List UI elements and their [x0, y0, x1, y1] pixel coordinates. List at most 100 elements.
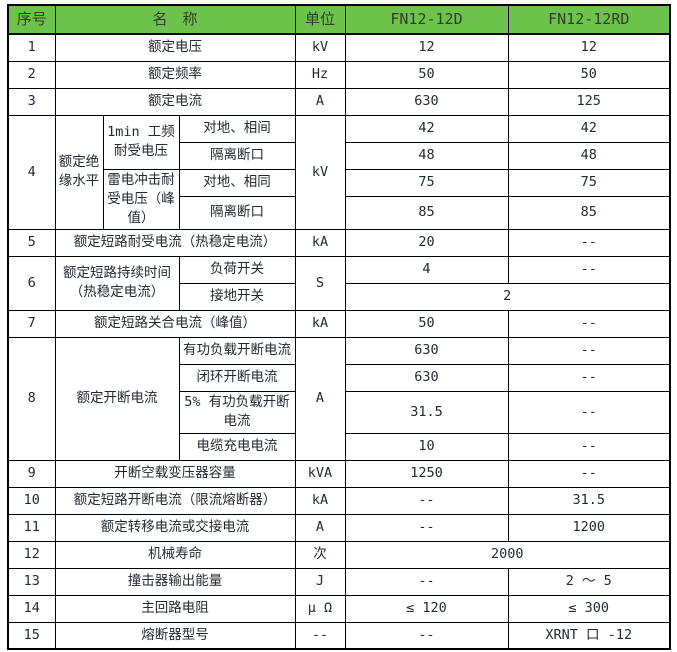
r13-name: 撞击器输出能量: [54, 567, 296, 596]
table-row: 5 额定短路耐受电流（热稳定电流） kA 20 --: [7, 228, 671, 257]
r8c-value-d: 31.5: [344, 390, 509, 434]
r8e-value-d: 10: [344, 432, 509, 461]
r1-value-d: 12: [344, 33, 509, 62]
r9-name: 开断空载变压器容量: [54, 459, 296, 488]
r8a-value-rd: --: [507, 336, 671, 365]
table-row: 11 额定转移电流或交接电流 A -- 1200: [7, 513, 671, 542]
r7-value-d: 50: [344, 309, 509, 338]
r12-unit: 次: [294, 540, 346, 569]
r8c-value-rd: --: [507, 390, 671, 434]
r5-name: 额定短路耐受电流（热稳定电流）: [54, 228, 296, 257]
r11-unit: A: [294, 513, 346, 542]
r9-value-rd: --: [507, 459, 671, 488]
r13-value-d: --: [344, 567, 509, 596]
r8-no: 8: [7, 336, 56, 461]
table-row: 4 额定绝缘水平 1min 工频耐受电压 对地、相间 kV 42 42: [7, 114, 671, 230]
r4-sub2: 雷电冲击耐受电压（峰值）: [102, 168, 180, 230]
r5-value-rd: --: [507, 228, 671, 257]
r14-no: 14: [7, 594, 56, 623]
r9-value-d: 1250: [344, 459, 509, 488]
r13-no: 13: [7, 567, 56, 596]
r8-unit: A: [294, 336, 346, 461]
r8b-value-d: 630: [344, 363, 509, 392]
r4c-value-d: 75: [344, 168, 509, 197]
r12-no: 12: [7, 540, 56, 569]
r13-value-rd: 2 ～ 5: [507, 567, 671, 596]
r2-unit: Hz: [294, 60, 346, 89]
r7-no: 7: [7, 309, 56, 338]
r14-value-d: ≤ 120: [344, 594, 509, 623]
r3-value-d: 630: [344, 87, 509, 116]
r15-unit: --: [294, 621, 346, 650]
r4e-name: 隔离断口: [178, 195, 296, 230]
r5-unit: kA: [294, 228, 346, 257]
header-row: 序号 名 称 单位 FN12-12D FN12-12RD: [7, 4, 671, 35]
r15-value-rd: XRNT 口 -12: [507, 621, 671, 650]
r1-value-rd: 12: [507, 33, 671, 62]
r1-no: 1: [7, 33, 56, 62]
r3-name: 额定电流: [54, 87, 296, 116]
r2-name: 额定频率: [54, 60, 296, 89]
r8e-name: 电缆充电电流: [178, 432, 296, 461]
table-row: 9 开断空载变压器容量 kVA 1250 --: [7, 459, 671, 488]
r1-unit: kV: [294, 33, 346, 62]
r6-unit: S: [294, 255, 346, 311]
table-row: 1 额定电压 kV 12 12: [7, 33, 671, 62]
r14-name: 主回路电阻: [54, 594, 296, 623]
table-row: 13 撞击器输出能量 J -- 2 ～ 5: [7, 567, 671, 596]
r2-value-d: 50: [344, 60, 509, 89]
r4-unit: kV: [294, 114, 346, 230]
r4c-name: 对地、相同: [178, 168, 296, 197]
r14-unit: μ Ω: [294, 594, 346, 623]
r12-name: 机械寿命: [54, 540, 296, 569]
r11-value-d: --: [344, 513, 509, 542]
r8b-name: 闭环开断电流: [178, 363, 296, 392]
r1-name: 额定电压: [54, 33, 296, 62]
r4a-value-rd: 42: [507, 114, 671, 143]
r9-no: 9: [7, 459, 56, 488]
r3-value-rd: 125: [507, 87, 671, 116]
r4c-value-rd: 75: [507, 168, 671, 197]
r4a-value-d: 42: [344, 114, 509, 143]
r13-unit: J: [294, 567, 346, 596]
r10-value-rd: 31.5: [507, 486, 671, 515]
r10-name: 额定短路开断电流（限流熔断器）: [54, 486, 296, 515]
r10-value-d: --: [344, 486, 509, 515]
table-row: 6 额定短路持续时间（热稳定电流） 负荷开关 S 4 --: [7, 255, 671, 311]
table-row: 隔离断口 48 48: [8, 141, 671, 170]
r5-no: 5: [7, 228, 56, 257]
header-col-name: 名 称: [54, 4, 296, 35]
r6a-value-d: 4: [344, 255, 509, 284]
r8a-value-d: 630: [344, 336, 509, 365]
r7-unit: kA: [294, 309, 346, 338]
r6a-name: 负荷开关: [178, 255, 296, 284]
r9-unit: kVA: [294, 459, 346, 488]
r2-value-rd: 50: [507, 60, 671, 89]
r2-no: 2: [7, 60, 56, 89]
r7-name: 额定短路关合电流（峰值）: [54, 309, 296, 338]
r4b-value-rd: 48: [507, 141, 671, 170]
table-row: 闭环开断电流 630 --: [8, 363, 671, 392]
r5-value-d: 20: [344, 228, 509, 257]
r15-name: 熔断器型号: [54, 621, 296, 650]
r12-value-both: 2000: [344, 540, 671, 569]
r11-no: 11: [7, 513, 56, 542]
r6-no: 6: [7, 255, 56, 311]
r4-no: 4: [7, 114, 56, 230]
r14-value-rd: ≤ 300: [507, 594, 671, 623]
r4b-name: 隔离断口: [178, 141, 296, 170]
r6a-value-rd: --: [507, 255, 671, 284]
table-row: 电缆充电电流 10 --: [8, 432, 671, 461]
r11-value-rd: 1200: [507, 513, 671, 542]
header-col-fn12-12d: FN12-12D: [344, 4, 509, 35]
table-row: 5% 有功负载开断电流 31.5 --: [8, 390, 671, 434]
table-row: 隔离断口 85 85: [8, 195, 671, 230]
table-row: 14 主回路电阻 μ Ω ≤ 120 ≤ 300: [7, 594, 671, 623]
r4b-value-d: 48: [344, 141, 509, 170]
table-row: 7 额定短路关合电流（峰值） kA 50 --: [7, 309, 671, 338]
r4a-name: 对地、相间: [178, 114, 296, 143]
r11-name: 额定转移电流或交接电流: [54, 513, 296, 542]
r8c-name: 5% 有功负载开断电流: [178, 390, 296, 434]
r3-no: 3: [7, 87, 56, 116]
